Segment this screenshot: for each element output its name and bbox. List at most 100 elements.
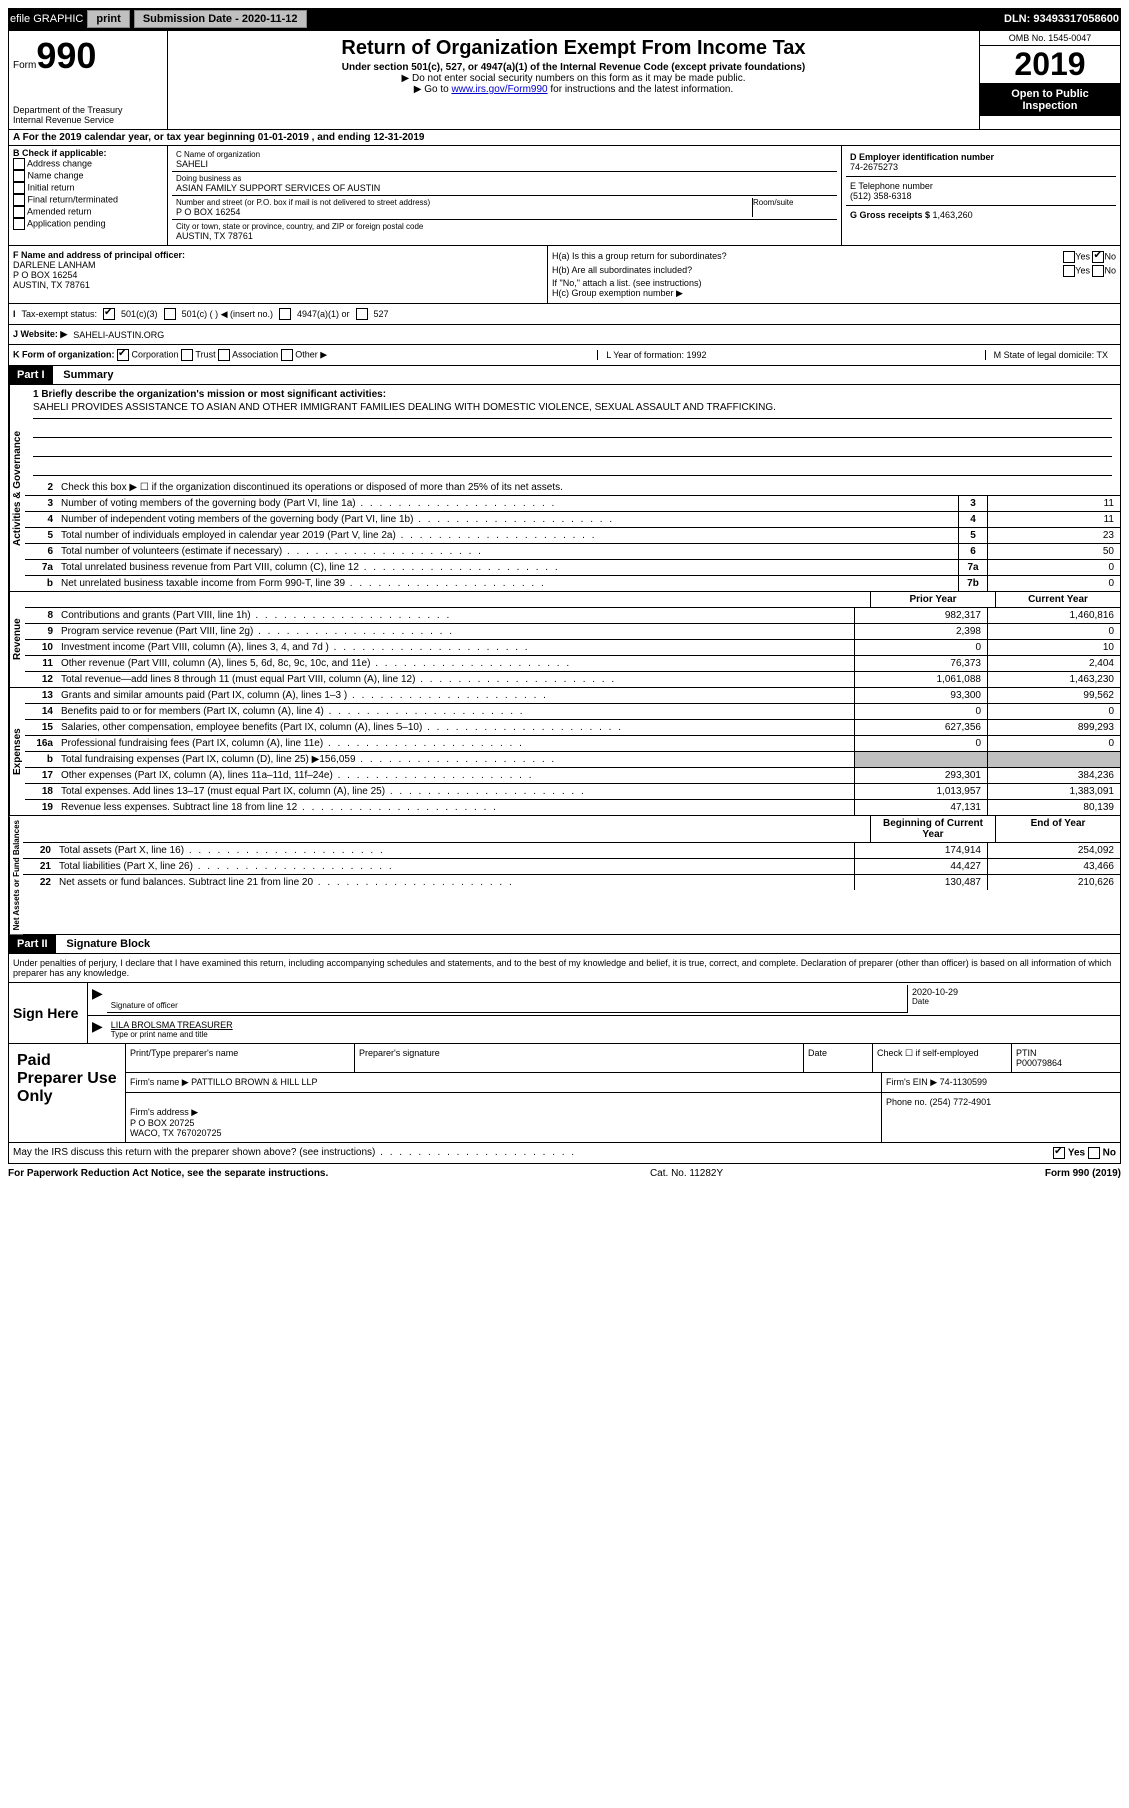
chk-trust[interactable] bbox=[181, 349, 193, 361]
summary-line: 9Program service revenue (Part VIII, lin… bbox=[25, 624, 1120, 640]
chk-amended[interactable]: Amended return bbox=[13, 206, 163, 218]
chk-501c3[interactable] bbox=[103, 308, 115, 320]
group-q-c: H(c) Group exemption number ▶ bbox=[552, 288, 1116, 299]
submission-date: Submission Date - 2020-11-12 bbox=[134, 10, 307, 28]
chk-address[interactable]: Address change bbox=[13, 158, 163, 170]
top-bar: efile GRAPHIC print Submission Date - 20… bbox=[8, 8, 1121, 30]
vtab-netassets: Net Assets or Fund Balances bbox=[9, 816, 23, 934]
chk-name[interactable]: Name change bbox=[13, 170, 163, 182]
street-address: P O BOX 16254 bbox=[176, 207, 752, 217]
section-a-text: A For the 2019 calendar year, or tax yea… bbox=[9, 130, 428, 145]
check-applicable: B Check if applicable: Address change Na… bbox=[9, 146, 168, 245]
perjury-statement: Under penalties of perjury, I declare th… bbox=[9, 954, 1120, 982]
chk-4947[interactable] bbox=[279, 308, 291, 320]
group-q-a: H(a) Is this a group return for subordin… bbox=[552, 251, 727, 263]
sig-date: 2020-10-29 bbox=[912, 987, 1112, 997]
footer: For Paperwork Reduction Act Notice, see … bbox=[8, 1164, 1121, 1183]
tax-status-row: I Tax-exempt status: 501(c)(3) 501(c) ( … bbox=[8, 304, 1121, 325]
firm-addr-label: Firm's address ▶ bbox=[130, 1107, 198, 1117]
part-1-label: Part I bbox=[9, 366, 53, 384]
dba: ASIAN FAMILY SUPPORT SERVICES OF AUSTIN bbox=[176, 183, 833, 193]
vtab-revenue: Revenue bbox=[9, 592, 25, 687]
hdr-prior-year: Prior Year bbox=[870, 592, 995, 607]
chk-other[interactable] bbox=[281, 349, 293, 361]
prep-sig-label: Preparer's signature bbox=[355, 1044, 804, 1072]
city-state-zip: AUSTIN, TX 78761 bbox=[176, 231, 833, 241]
line-2: Check this box ▶ ☐ if the organization d… bbox=[57, 480, 1120, 495]
hdr-current-year: Current Year bbox=[995, 592, 1120, 607]
officer-addr1: P O BOX 16254 bbox=[13, 270, 543, 280]
summary-line: 20Total assets (Part X, line 16)174,9142… bbox=[23, 843, 1120, 859]
dln: DLN: 93493317058600 bbox=[1004, 13, 1119, 25]
summary-line: 6Total number of volunteers (estimate if… bbox=[25, 544, 1120, 560]
summary-line: 10Investment income (Part VIII, column (… bbox=[25, 640, 1120, 656]
summary-line: 13Grants and similar amounts paid (Part … bbox=[25, 688, 1120, 704]
summary-line: 18Total expenses. Add lines 13–17 (must … bbox=[25, 784, 1120, 800]
firm-ein: 74-1130599 bbox=[940, 1077, 987, 1087]
section-a: A For the 2019 calendar year, or tax yea… bbox=[8, 130, 1121, 146]
gross-receipts: 1,463,260 bbox=[933, 210, 973, 220]
irs-link[interactable]: www.irs.gov/Form990 bbox=[451, 84, 547, 95]
ptin-label: PTIN bbox=[1016, 1048, 1116, 1058]
sign-here: Sign Here bbox=[9, 983, 88, 1043]
signature-block: Under penalties of perjury, I declare th… bbox=[8, 954, 1121, 1044]
efile-label: efile GRAPHIC bbox=[10, 13, 83, 25]
chk-pending[interactable]: Application pending bbox=[13, 218, 163, 230]
sig-date-label: Date bbox=[912, 997, 1112, 1006]
chk-initial[interactable]: Initial return bbox=[13, 182, 163, 194]
summary-line: 5Total number of individuals employed in… bbox=[25, 528, 1120, 544]
chk-corp[interactable] bbox=[117, 349, 129, 361]
korg-row: K Form of organization: Corporation Trus… bbox=[8, 345, 1121, 366]
dept-treasury: Department of the Treasury Internal Reve… bbox=[13, 105, 163, 125]
chk-final[interactable]: Final return/terminated bbox=[13, 194, 163, 206]
vtab-activities: Activities & Governance bbox=[9, 385, 25, 591]
form-word: Form bbox=[13, 60, 36, 71]
tax-year: 2019 bbox=[980, 46, 1120, 84]
form-number: 990 bbox=[36, 35, 96, 77]
footer-left: For Paperwork Reduction Act Notice, see … bbox=[8, 1168, 328, 1179]
name-block: C Name of organization SAHELI Doing busi… bbox=[168, 146, 841, 245]
prep-date-label: Date bbox=[804, 1044, 873, 1072]
summary-line: 7aTotal unrelated business revenue from … bbox=[25, 560, 1120, 576]
form-subtitle: Under section 501(c), 527, or 4947(a)(1)… bbox=[172, 62, 975, 73]
room-label: Room/suite bbox=[753, 198, 833, 207]
self-employed: Check ☐ if self-employed bbox=[873, 1044, 1012, 1072]
chk-527[interactable] bbox=[356, 308, 368, 320]
summary-line: 11Other revenue (Part VIII, column (A), … bbox=[25, 656, 1120, 672]
chk-501c[interactable] bbox=[164, 308, 176, 320]
discuss-question: May the IRS discuss this return with the… bbox=[13, 1147, 375, 1158]
korg-label: K Form of organization: bbox=[13, 349, 115, 359]
discuss-yes[interactable] bbox=[1053, 1147, 1065, 1159]
summary-line: 14Benefits paid to or for members (Part … bbox=[25, 704, 1120, 720]
officer-label: F Name and address of principal officer: bbox=[13, 250, 543, 260]
summary-line: 3Number of voting members of the governi… bbox=[25, 496, 1120, 512]
firm-addr: P O BOX 20725 WACO, TX 767020725 bbox=[130, 1118, 222, 1138]
mission-text: SAHELI PROVIDES ASSISTANCE TO ASIAN AND … bbox=[33, 400, 1112, 419]
state-domicile: M State of legal domicile: TX bbox=[985, 350, 1116, 360]
officer-name: DARLENE LANHAM bbox=[13, 260, 543, 270]
ptin: P00079864 bbox=[1016, 1058, 1116, 1068]
sig-officer-label: Signature of officer bbox=[111, 1001, 903, 1010]
discuss-no[interactable] bbox=[1088, 1147, 1100, 1159]
part-1-header: Part I Summary bbox=[8, 366, 1121, 385]
footer-right: Form 990 (2019) bbox=[1045, 1168, 1121, 1179]
phone: (512) 358-6318 bbox=[850, 191, 1112, 201]
summary-line: bTotal fundraising expenses (Part IX, co… bbox=[25, 752, 1120, 768]
part-1-title: Summary bbox=[55, 369, 113, 381]
preparer-block: Paid Preparer Use Only Print/Type prepar… bbox=[8, 1044, 1121, 1143]
check-b-label: B Check if applicable: bbox=[13, 148, 163, 158]
sig-name-title: LILA BROLSMA TREASURER bbox=[111, 1020, 1112, 1030]
addr-label: Number and street (or P.O. box if mail i… bbox=[176, 198, 752, 207]
gross-label: G Gross receipts $ bbox=[850, 210, 933, 220]
ein-label: D Employer identification number bbox=[850, 152, 1112, 162]
year-formation: L Year of formation: 1992 bbox=[597, 350, 714, 360]
summary-line: 8Contributions and grants (Part VIII, li… bbox=[25, 608, 1120, 624]
print-button[interactable]: print bbox=[87, 10, 129, 28]
officer-group-row: F Name and address of principal officer:… bbox=[8, 246, 1121, 304]
ein-column: D Employer identification number 74-2675… bbox=[841, 146, 1120, 245]
firm-phone: (254) 772-4901 bbox=[930, 1097, 992, 1107]
prep-name-label: Print/Type preparer's name bbox=[126, 1044, 355, 1072]
instruction-2-pre: ▶ Go to bbox=[414, 84, 452, 95]
form-header: Form 990 Department of the Treasury Inte… bbox=[8, 30, 1121, 130]
chk-assoc[interactable] bbox=[218, 349, 230, 361]
